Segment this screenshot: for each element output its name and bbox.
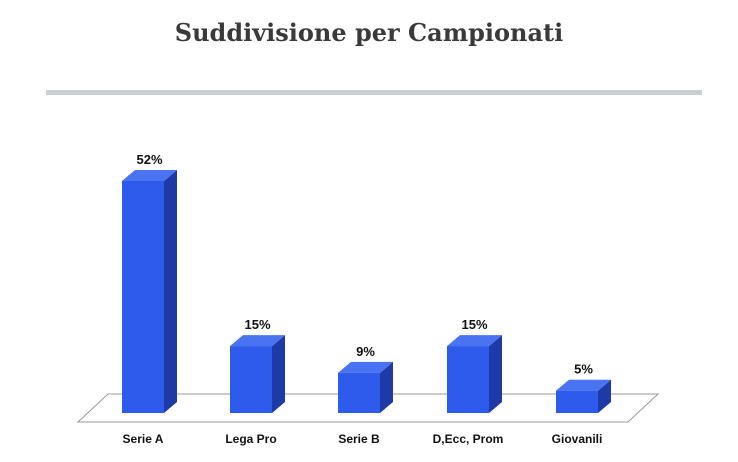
data-label-serie-b: 9% (356, 344, 375, 359)
chart-title: Suddivisione per Campionati (174, 18, 564, 47)
data-label-giovanili: 5% (574, 362, 593, 377)
bar-side-giovanili (598, 379, 611, 413)
bar-lega-pro (230, 346, 272, 413)
bar-top-serie-a (122, 170, 177, 181)
data-label-serie-a: 52% (136, 152, 162, 167)
bar-top-serie-b (338, 361, 393, 373)
data-label-lega-pro: 15% (244, 317, 270, 332)
bar-top-lega-pro (230, 335, 285, 347)
bar-serie-b (338, 372, 380, 413)
bar-top-d-ecc-prom (447, 335, 502, 347)
bar-side-d-ecc-prom (489, 335, 502, 413)
x-tick-label-serie-a: Serie A (123, 432, 164, 446)
bar-top-giovanili (556, 379, 611, 391)
title-divider (46, 90, 702, 95)
bar-giovanili (556, 390, 598, 413)
x-tick-label-lega-pro: Lega Pro (225, 432, 276, 446)
x-tick-label-giovanili: Giovanili (552, 432, 603, 446)
bar-serie-a (122, 181, 164, 413)
data-label-d-ecc-prom: 15% (461, 317, 487, 332)
bar-d-ecc-prom (447, 346, 489, 413)
x-tick-label-serie-b: Serie B (338, 432, 380, 446)
bar-side-serie-a (164, 170, 177, 413)
bar-side-serie-b (380, 361, 393, 413)
x-tick-label-d-ecc-prom: D,Ecc, Prom (433, 432, 504, 446)
bar-side-lega-pro (272, 335, 285, 413)
